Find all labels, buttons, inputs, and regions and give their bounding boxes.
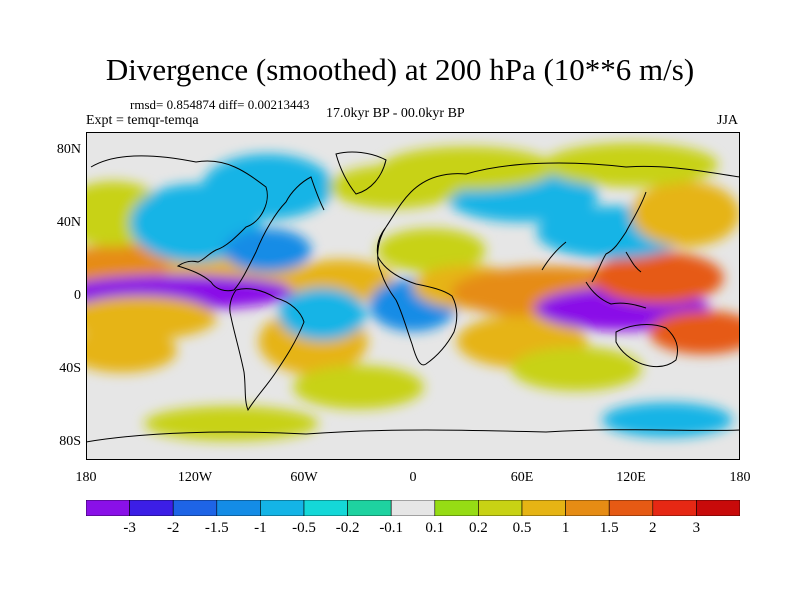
field-blob xyxy=(86,328,177,373)
field-blob xyxy=(601,402,733,438)
colorbar-swatch xyxy=(129,500,174,516)
colorbar-swatch xyxy=(434,500,479,516)
colorbar-label: 0.1 xyxy=(425,520,445,536)
field-blob xyxy=(376,228,486,273)
map-title: Divergence (smoothed) at 200 hPa (10**6 … xyxy=(105,52,695,87)
colorbar-swatch xyxy=(652,500,697,516)
experiment-label: Expt = temqr-temqa xyxy=(86,113,199,128)
lon-tick-180e: 180 xyxy=(729,470,751,485)
lat-tick-40s: 40S xyxy=(59,361,81,376)
coast-southeast-asia xyxy=(585,251,647,309)
colorbar-label: -0.1 xyxy=(379,520,404,536)
coast-antarctica xyxy=(86,429,740,443)
lon-tick-180w: 180 xyxy=(75,470,97,485)
divergence-map xyxy=(86,132,740,460)
field-blob xyxy=(543,142,719,187)
field-blob xyxy=(649,310,740,355)
colorbar xyxy=(86,500,740,516)
period-label: 17.0kyr BP - 00.0kyr BP xyxy=(326,106,465,121)
field-blob xyxy=(380,146,555,191)
lon-tick-0: 0 xyxy=(409,470,417,485)
coast-south-america xyxy=(229,288,305,412)
lat-tick-equator: 0 xyxy=(74,288,81,303)
field-blob xyxy=(144,406,319,442)
field-blob xyxy=(202,153,334,220)
colorbar-swatch xyxy=(347,500,392,516)
field-blob xyxy=(511,347,642,391)
divergence-field xyxy=(86,142,740,442)
field-blob xyxy=(224,228,312,273)
lat-tick-80s: 80S xyxy=(59,434,81,449)
field-blob xyxy=(278,287,366,341)
colorbar-swatch xyxy=(172,500,218,516)
coast-australia xyxy=(615,324,679,368)
colorbar-label: 2 xyxy=(649,520,657,536)
colorbar-swatch xyxy=(260,500,305,516)
season-label: JJA xyxy=(717,113,739,128)
coast-eurasia-africa xyxy=(376,162,740,366)
colorbar-label: 3 xyxy=(692,520,701,536)
colorbar-swatch xyxy=(478,500,523,516)
colorbar-label: -2 xyxy=(166,520,180,536)
colorbar-label: -1 xyxy=(254,520,267,536)
lat-tick-40n: 40N xyxy=(56,215,81,230)
coastlines xyxy=(86,151,740,443)
map-frame xyxy=(86,132,740,460)
colorbar-swatch xyxy=(565,500,610,516)
colorbar-label: -1.5 xyxy=(204,520,229,536)
colorbar-label: 1 xyxy=(561,520,570,536)
colorbar-label: -0.5 xyxy=(292,520,316,536)
colorbar-swatch xyxy=(390,500,436,516)
colorbar-swatch xyxy=(86,500,130,516)
field-blob xyxy=(631,181,740,247)
colorbar-swatch xyxy=(608,500,654,516)
colorbar-label: -3 xyxy=(123,520,136,536)
field-blob xyxy=(293,365,424,409)
lon-tick-60e: 60E xyxy=(510,470,534,485)
field-blob xyxy=(592,251,724,305)
colorbar-swatch xyxy=(521,500,566,516)
lon-tick-60w: 60W xyxy=(290,470,318,485)
lon-tick-120e: 120E xyxy=(616,470,646,485)
colorbar-label: 0.2 xyxy=(469,520,488,536)
colorbar-label: -0.2 xyxy=(335,520,360,536)
coast-greenland xyxy=(335,151,387,195)
coast-north-america xyxy=(90,155,325,292)
stats-text: rmsd= 0.854874 diff= 0.00213443 xyxy=(130,97,310,112)
colorbar-label: 1.5 xyxy=(599,520,619,536)
lon-tick-120w: 120W xyxy=(177,470,213,485)
field-blob xyxy=(86,296,217,340)
lat-tick-80n: 80N xyxy=(56,142,81,157)
colorbar-swatch xyxy=(303,500,348,516)
colorbar-swatch xyxy=(216,500,261,516)
colorbar-label: 0.5 xyxy=(512,520,532,536)
colorbar-swatch xyxy=(696,500,740,516)
